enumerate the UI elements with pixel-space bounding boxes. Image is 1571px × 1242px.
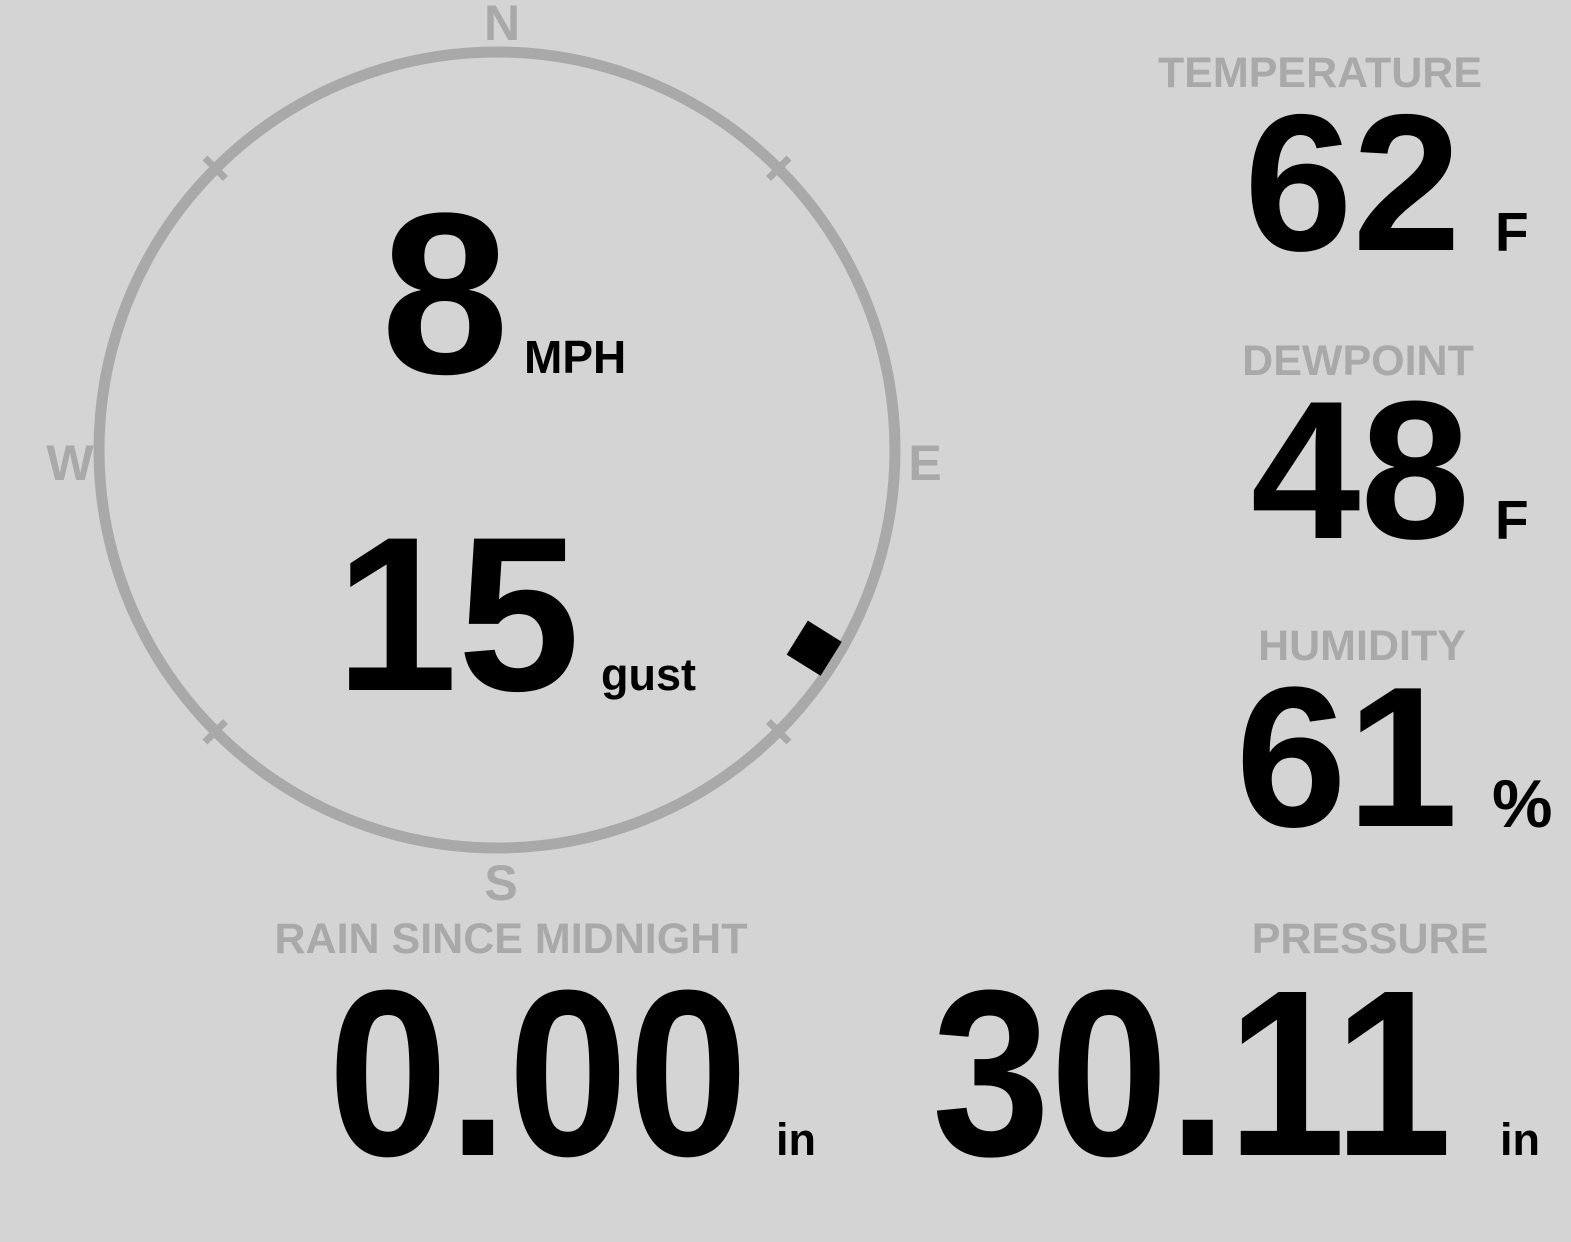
humidity-label: HUMIDITY <box>1258 622 1466 670</box>
pressure-value: 30.11 <box>932 941 1452 1206</box>
wind-speed-value: 8 <box>381 165 509 422</box>
wind-gust-value: 15 <box>335 491 580 737</box>
rain-unit: in <box>776 1114 816 1165</box>
temperature-label: TEMPERATURE <box>1158 49 1482 97</box>
dewpoint-label: DEWPOINT <box>1242 337 1474 385</box>
humidity-value: 61 <box>1236 646 1458 869</box>
temperature-unit: F <box>1495 201 1529 263</box>
rain-label: RAIN SINCE MIDNIGHT <box>275 915 748 963</box>
compass-tick-se <box>766 719 792 745</box>
wind-gust-unit: gust <box>601 649 696 700</box>
pressure-unit: in <box>1500 1114 1540 1165</box>
compass-south-label: S <box>484 855 517 911</box>
temperature-stat: TEMPERATURE 62 F <box>1158 49 1529 292</box>
temperature-value: 62 <box>1244 74 1461 292</box>
compass-tick-nw <box>202 155 228 181</box>
rain-stat: RAIN SINCE MIDNIGHT 0.00 in <box>275 915 817 1206</box>
dewpoint-value: 48 <box>1251 360 1470 580</box>
compass-west-label: W <box>46 435 94 491</box>
wind-gauge: N E S W 8 MPH 15 gust <box>46 0 941 911</box>
rain-value: 0.00 <box>328 941 748 1206</box>
wind-direction-marker <box>786 620 842 676</box>
compass-tick-ne <box>766 155 792 181</box>
pressure-label: PRESSURE <box>1252 915 1489 963</box>
compass-east-label: E <box>908 435 941 491</box>
compass-tick-sw <box>202 719 228 745</box>
compass-ring <box>93 46 901 854</box>
pressure-stat: PRESSURE 30.11 in <box>932 915 1540 1206</box>
wind-speed-unit: MPH <box>524 331 626 383</box>
dewpoint-stat: DEWPOINT 48 F <box>1242 337 1528 580</box>
compass-north-label: N <box>484 0 520 51</box>
humidity-stat: HUMIDITY 61 % <box>1236 622 1553 869</box>
humidity-unit: % <box>1492 766 1552 842</box>
dewpoint-unit: F <box>1495 489 1529 551</box>
